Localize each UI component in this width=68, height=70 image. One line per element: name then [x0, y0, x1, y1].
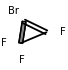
Polygon shape — [19, 21, 26, 43]
Text: F: F — [1, 38, 7, 48]
Text: F: F — [19, 55, 25, 65]
Text: Br: Br — [8, 6, 19, 16]
Text: F: F — [60, 27, 66, 37]
